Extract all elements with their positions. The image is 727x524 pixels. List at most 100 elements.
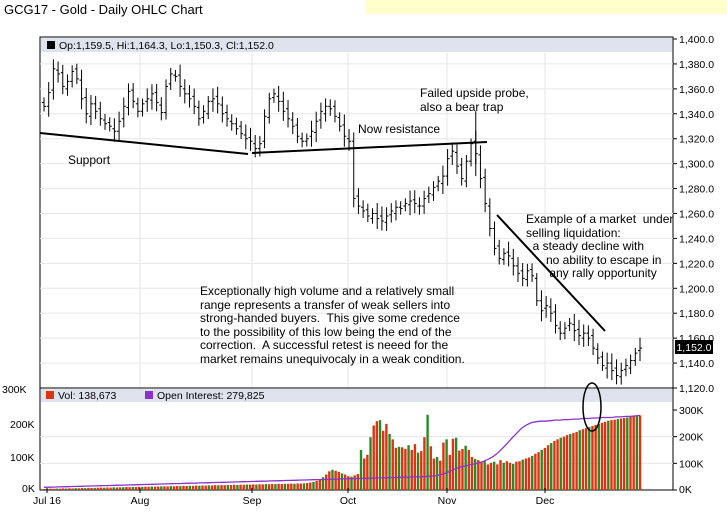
- volume-panel-frame: [39, 387, 674, 491]
- volume-legend-bar: [41, 389, 672, 402]
- volume-bar: [480, 462, 483, 490]
- ohlc-bar: [98, 101, 103, 126]
- ohlc-bar: [140, 98, 145, 117]
- ohlc-bar: [239, 121, 244, 139]
- ohlc-bar: [478, 145, 483, 189]
- volume-bar: [274, 484, 277, 490]
- ohlc-bar: [262, 109, 267, 149]
- ohlc-bar: [614, 359, 619, 385]
- ohlc-bar: [154, 83, 159, 112]
- volume-bar: [93, 487, 96, 490]
- volume-bar: [220, 485, 223, 490]
- volume-bar: [271, 484, 274, 490]
- volume-bar: [293, 483, 296, 490]
- volume-bar: [435, 456, 439, 490]
- volume-bar: [315, 480, 318, 490]
- volume-spike-highlight: [582, 382, 602, 432]
- ohlc-bar: [342, 114, 347, 147]
- volume-bar: [378, 420, 382, 490]
- liquidation-trend-line: [496, 214, 606, 332]
- support-line: [39, 132, 249, 155]
- volume-bar: [239, 484, 242, 490]
- ohlc-bar: [318, 102, 323, 129]
- volume-bar: [464, 445, 467, 490]
- ohlc-bar: [379, 206, 384, 231]
- volume-bar: [179, 486, 182, 490]
- time-axis: Jul 16 Aug Sep Oct Nov Dec: [33, 488, 554, 507]
- ohlc-bars: [42, 59, 642, 385]
- volume-bar: [600, 422, 604, 490]
- volume-bar: [442, 442, 445, 490]
- ohlc-bar: [436, 175, 441, 192]
- ohlc-bar: [375, 203, 380, 229]
- ohlc-bar: [42, 97, 46, 112]
- price-tick-label: 1,180.0: [679, 308, 714, 320]
- ohlc-bar: [515, 257, 520, 283]
- ohlc-bar: [149, 84, 154, 110]
- volume-legend-text: Vol: 138,673: [58, 390, 117, 402]
- ohlc-bar: [65, 74, 70, 96]
- volume-bar: [106, 487, 109, 490]
- ohlc-bar: [121, 97, 126, 128]
- volume-bar: [118, 487, 122, 490]
- ohlc-bar: [159, 97, 164, 121]
- ohlc-bar: [126, 83, 131, 116]
- ohlc-bar: [530, 263, 535, 282]
- volume-bar: [527, 457, 531, 490]
- volume-bar: [584, 428, 588, 490]
- ohlc-bar: [286, 100, 291, 128]
- ohlc-bar: [337, 112, 342, 132]
- ohlc-bar: [70, 65, 75, 88]
- ohlc-bar: [187, 85, 192, 108]
- volume-bar: [194, 485, 198, 490]
- volume-bar: [448, 454, 451, 490]
- ohlc-bar: [567, 317, 572, 331]
- ohlc-bar: [440, 165, 445, 195]
- volume-bar: [283, 483, 287, 490]
- volume-bar: [115, 487, 119, 490]
- price-tick-label: 1,120.0: [679, 383, 714, 395]
- volume-bar: [572, 432, 575, 490]
- volume-bar: [201, 485, 204, 490]
- volume-bar: [125, 487, 128, 490]
- volume-bar: [302, 483, 306, 490]
- volume-tick-label: 300K: [679, 405, 704, 417]
- ohlc-bar: [562, 322, 567, 340]
- volume-bars: [42, 414, 642, 490]
- volume-bar: [629, 416, 632, 490]
- ohlc-bar: [417, 197, 422, 215]
- volume-bar: [477, 460, 480, 490]
- ohlc-bar: [46, 82, 51, 117]
- volume-bar: [350, 476, 353, 490]
- ohlc-bar: [586, 325, 591, 346]
- ohlc-bar: [356, 188, 361, 214]
- ohlc-bar: [450, 142, 455, 165]
- volume-bar: [543, 447, 547, 490]
- volume-bar: [492, 461, 496, 490]
- volume-bar: [458, 450, 461, 490]
- vol-left-tick-0k: 0K: [22, 483, 35, 495]
- price-tick-label: 1,380.0: [679, 59, 714, 71]
- ohlc-bar: [595, 343, 600, 365]
- price-tick-label: 1,300.0: [679, 159, 714, 171]
- volume-bar: [318, 479, 322, 490]
- volume-bar: [58, 488, 62, 490]
- volume-bar: [401, 447, 404, 490]
- volume-bar: [385, 423, 388, 490]
- volume-bar: [277, 483, 280, 490]
- ohlc-bar: [459, 157, 464, 186]
- price-gridlines: [40, 63, 673, 389]
- volume-bar: [486, 464, 490, 490]
- volume-bar: [559, 437, 562, 490]
- volume-bar: [42, 488, 46, 490]
- ohlc-bar: [609, 353, 614, 381]
- volume-bar: [213, 485, 217, 490]
- price-series-marker: [47, 41, 55, 49]
- volume-bar: [112, 487, 115, 490]
- volume-bar: [423, 437, 426, 490]
- ohlc-bar: [389, 203, 394, 223]
- volume-bar: [96, 487, 100, 490]
- volume-axis: 300K 200K 100K 0K: [673, 405, 704, 496]
- ohlc-bar: [408, 190, 413, 216]
